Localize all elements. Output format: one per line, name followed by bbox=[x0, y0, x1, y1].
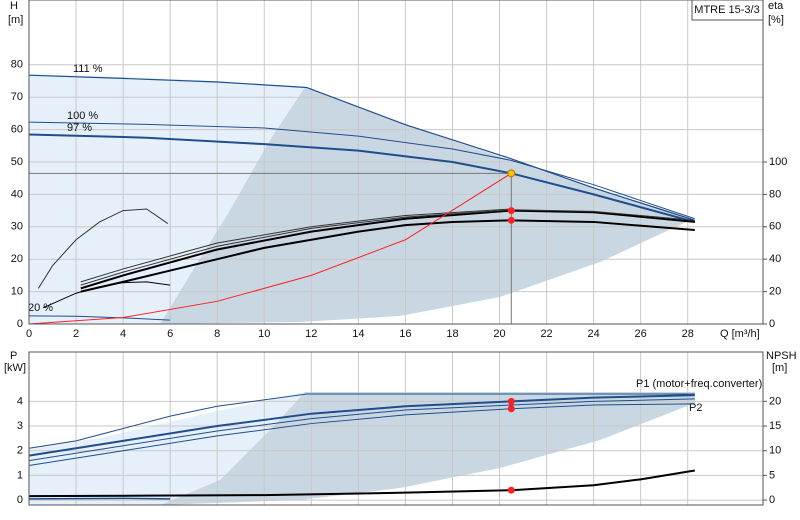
curve bbox=[28, 398, 695, 462]
y2-tick-label: 10 bbox=[769, 445, 781, 457]
y-tick-label: 2 bbox=[17, 445, 23, 457]
curve-label: P2 bbox=[689, 402, 702, 414]
x-tick-label: 24 bbox=[587, 328, 599, 340]
marker bbox=[507, 169, 516, 178]
curve bbox=[28, 394, 695, 457]
x-label: Q [m³/h] bbox=[720, 328, 760, 340]
curve bbox=[42, 281, 171, 309]
y-unit: [m] bbox=[8, 14, 23, 26]
curve bbox=[28, 172, 512, 325]
y2-tick-label: 20 bbox=[769, 395, 781, 407]
curve bbox=[80, 209, 695, 286]
x-tick-label: 14 bbox=[352, 328, 364, 340]
y-tick-label: 3 bbox=[17, 420, 23, 432]
x-tick-label: 10 bbox=[258, 328, 270, 340]
x-tick-label: 26 bbox=[635, 328, 647, 340]
y2-label: eta bbox=[768, 0, 784, 12]
y-label: P bbox=[10, 350, 17, 362]
y-tick-label: 80 bbox=[11, 59, 23, 71]
curve-label: 111 % bbox=[73, 63, 103, 75]
curve bbox=[28, 121, 695, 220]
x-tick-label: 28 bbox=[682, 328, 694, 340]
curve bbox=[28, 403, 695, 467]
curve bbox=[80, 219, 695, 293]
x-tick-label: 8 bbox=[214, 328, 220, 340]
curve bbox=[28, 133, 696, 223]
y2-tick-label: 60 bbox=[769, 221, 781, 233]
curve bbox=[80, 209, 695, 290]
y2-tick-label: 5 bbox=[769, 469, 775, 481]
curve-label: P1 (motor+freq.converter) bbox=[636, 378, 762, 390]
curve-label: 20 % bbox=[28, 302, 53, 314]
plot-layer: 0 2 4 6 8 10 12 14 16 18 20 22 24 26 28010203040506070… bbox=[11, 0, 787, 506]
y-tick-label: 4 bbox=[17, 395, 23, 407]
marker bbox=[507, 397, 515, 405]
y2-tick-label: 0 bbox=[769, 494, 775, 506]
plot-frame bbox=[28, 0, 764, 325]
marker bbox=[507, 207, 515, 215]
y-tick-label: 20 bbox=[11, 253, 23, 265]
y2-unit: [%] bbox=[768, 14, 784, 26]
y-tick-label: 40 bbox=[11, 188, 23, 200]
y-tick-label: 50 bbox=[11, 156, 23, 168]
curve bbox=[80, 208, 512, 283]
y2-unit: [m] bbox=[772, 362, 787, 374]
y-tick-label: 60 bbox=[11, 124, 23, 136]
marker bbox=[507, 405, 515, 413]
curve bbox=[28, 315, 171, 321]
curve-label: 97 % bbox=[67, 122, 92, 134]
y-tick-label: 0 bbox=[17, 318, 23, 330]
marker bbox=[507, 486, 515, 494]
x-tick-label: 4 bbox=[120, 328, 126, 340]
curve-label: 100 % bbox=[67, 110, 98, 122]
x-tick-label: 22 bbox=[540, 328, 552, 340]
y2-tick-label: 20 bbox=[769, 286, 781, 298]
y-tick-label: 1 bbox=[17, 469, 23, 481]
marker bbox=[507, 216, 515, 224]
y2-tick-label: 80 bbox=[769, 188, 781, 200]
x-tick-label: 18 bbox=[446, 328, 458, 340]
y2-tick-label: 15 bbox=[769, 420, 781, 432]
y2-label: NPSH bbox=[766, 350, 797, 362]
x-tick-label: 2 bbox=[73, 328, 79, 340]
y-label: H bbox=[10, 0, 18, 12]
chart-title: MTRE 15-3/3 bbox=[694, 4, 759, 16]
x-tick-label: 12 bbox=[305, 328, 317, 340]
curve bbox=[28, 469, 695, 498]
y-tick-label: 10 bbox=[11, 286, 23, 298]
y-unit: [kW] bbox=[4, 362, 26, 374]
x-tick-label: 0 bbox=[26, 328, 32, 340]
title-box bbox=[691, 0, 764, 21]
range-area bbox=[29, 392, 305, 505]
curve bbox=[28, 393, 695, 449]
y-tick-label: 0 bbox=[17, 494, 23, 506]
x-tick-label: 6 bbox=[167, 328, 173, 340]
curve bbox=[37, 208, 169, 289]
curve bbox=[28, 74, 695, 221]
plot-frame bbox=[28, 351, 764, 506]
y-tick-label: 30 bbox=[11, 221, 23, 233]
x-tick-label: 16 bbox=[399, 328, 411, 340]
y2-tick-label: 0 bbox=[769, 318, 775, 330]
y2-tick-label: 40 bbox=[769, 253, 781, 265]
y-tick-label: 70 bbox=[11, 91, 23, 103]
x-tick-label: 20 bbox=[493, 328, 505, 340]
operating-area bbox=[160, 392, 695, 505]
y2-tick-label: 100 bbox=[769, 156, 787, 168]
